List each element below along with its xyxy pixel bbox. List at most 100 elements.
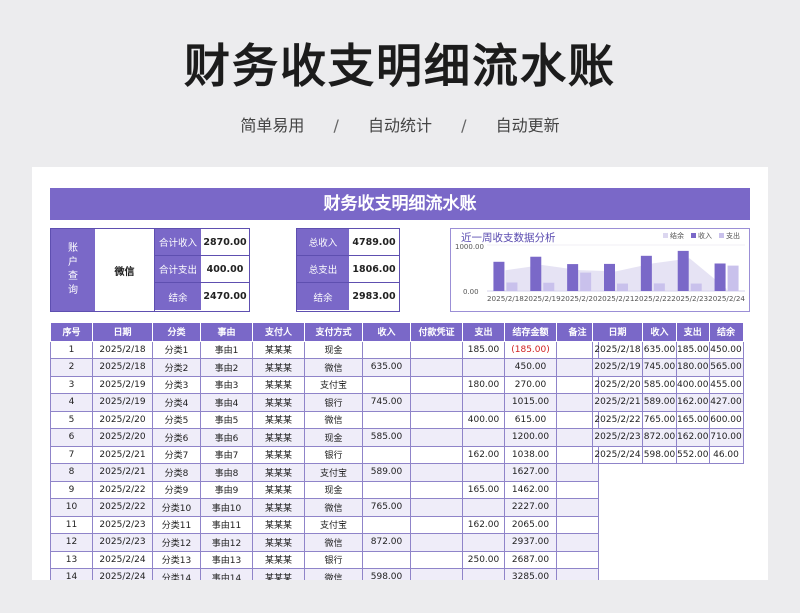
table-cell[interactable]: 8	[50, 463, 93, 482]
table-cell[interactable]: 微信	[304, 358, 363, 377]
table-row[interactable]: 6 2025/2/20 分类6 事由6 某某某 现金 585.00 1200.00	[50, 428, 599, 447]
table-cell[interactable]: 2025/2/20	[92, 410, 153, 429]
table-row[interactable]: 2025/2/23 872.00 162.00 710.00	[592, 428, 744, 447]
table-cell[interactable]: 事由11	[200, 515, 253, 534]
table-row[interactable]: 10 2025/2/22 分类10 事由10 某某某 微信 765.00 2227.00	[50, 498, 599, 517]
table-cell[interactable]: 现金	[304, 428, 363, 447]
table-cell[interactable]: 2025/2/24	[92, 550, 153, 569]
table-cell[interactable]: 某某某	[252, 515, 305, 534]
table-cell[interactable]: 4	[50, 393, 93, 412]
table-cell[interactable]: 2	[50, 358, 93, 377]
table-row[interactable]: 3 2025/2/19 分类3 事由3 某某某 支付宝 180.00 270.00	[50, 375, 599, 394]
table-cell[interactable]: 分类13	[152, 550, 201, 569]
table-cell[interactable]: 分类7	[152, 445, 201, 464]
table-cell[interactable]: 某某某	[252, 533, 305, 552]
table-cell[interactable]	[462, 358, 505, 377]
table-cell[interactable]: 2065.00	[504, 515, 557, 534]
table-cell[interactable]: 分类9	[152, 480, 201, 499]
table-cell[interactable]: 2025/2/23	[592, 428, 643, 447]
table-cell[interactable]: 2025/2/21	[592, 393, 643, 412]
table-cell[interactable]: 455.00	[708, 375, 744, 394]
table-cell[interactable]: 某某某	[252, 410, 305, 429]
table-cell[interactable]: 微信	[304, 533, 363, 552]
table-cell[interactable]	[556, 515, 599, 534]
table-cell[interactable]: 现金	[304, 480, 363, 499]
table-cell[interactable]: (185.00)	[504, 340, 557, 359]
table-cell[interactable]: 1200.00	[504, 428, 557, 447]
table-cell[interactable]: 某某某	[252, 480, 305, 499]
table-cell[interactable]: 450.00	[504, 358, 557, 377]
table-row[interactable]: 9 2025/2/22 分类9 事由9 某某某 现金 165.00 1462.00	[50, 480, 599, 499]
table-cell[interactable]: 162.00	[676, 393, 710, 412]
table-cell[interactable]: 552.00	[676, 445, 710, 464]
table-cell[interactable]: 分类2	[152, 358, 201, 377]
table-cell[interactable]: 2025/2/21	[92, 463, 153, 482]
table-cell[interactable]: 1038.00	[504, 445, 557, 464]
table-cell[interactable]: 2025/2/23	[92, 533, 153, 552]
table-cell[interactable]: 银行	[304, 550, 363, 569]
table-cell[interactable]: 2025/2/18	[92, 340, 153, 359]
table-row[interactable]: 14 2025/2/24 分类14 事由14 某某某 微信 598.00 3285.00	[50, 568, 599, 580]
table-cell[interactable]: 分类10	[152, 498, 201, 517]
table-cell[interactable]: 2025/2/20	[92, 428, 153, 447]
table-cell[interactable]: 2025/2/21	[92, 445, 153, 464]
table-cell[interactable]	[556, 480, 599, 499]
table-cell[interactable]: 10	[50, 498, 93, 517]
table-cell[interactable]: 事由14	[200, 568, 253, 580]
table-cell[interactable]	[410, 568, 463, 580]
table-row[interactable]: 2 2025/2/18 分类2 事由2 某某某 微信 635.00 450.00	[50, 358, 599, 377]
table-cell[interactable]: 事由2	[200, 358, 253, 377]
table-cell[interactable]: 分类1	[152, 340, 201, 359]
table-cell[interactable]: 589.00	[642, 393, 677, 412]
table-cell[interactable]	[362, 515, 411, 534]
table-cell[interactable]: 598.00	[362, 568, 411, 580]
table-cell[interactable]	[362, 410, 411, 429]
table-cell[interactable]	[362, 480, 411, 499]
table-cell[interactable]: 2025/2/18	[92, 358, 153, 377]
table-cell[interactable]: 2025/2/22	[92, 480, 153, 499]
table-cell[interactable]: 事由6	[200, 428, 253, 447]
table-cell[interactable]	[410, 445, 463, 464]
table-cell[interactable]: 3	[50, 375, 93, 394]
table-cell[interactable]: 银行	[304, 445, 363, 464]
table-cell[interactable]	[410, 358, 463, 377]
table-cell[interactable]: 765.00	[642, 410, 677, 429]
table-cell[interactable]: 事由9	[200, 480, 253, 499]
table-cell[interactable]: 事由7	[200, 445, 253, 464]
table-cell[interactable]: 某某某	[252, 340, 305, 359]
table-cell[interactable]: 14	[50, 568, 93, 580]
table-cell[interactable]: 某某某	[252, 568, 305, 580]
table-cell[interactable]	[462, 568, 505, 580]
table-cell[interactable]: 1	[50, 340, 93, 359]
table-cell[interactable]: 162.00	[462, 445, 505, 464]
table-cell[interactable]: 3285.00	[504, 568, 557, 580]
table-cell[interactable]	[362, 550, 411, 569]
table-cell[interactable]: 现金	[304, 340, 363, 359]
table-cell[interactable]: 13	[50, 550, 93, 569]
table-cell[interactable]: 2025/2/20	[592, 375, 643, 394]
table-cell[interactable]: 11	[50, 515, 93, 534]
table-cell[interactable]: 710.00	[708, 428, 744, 447]
table-cell[interactable]: 450.00	[708, 340, 744, 359]
table-cell[interactable]: 5	[50, 410, 93, 429]
table-cell[interactable]	[362, 340, 411, 359]
table-cell[interactable]: 2025/2/19	[92, 375, 153, 394]
table-cell[interactable]: 事由3	[200, 375, 253, 394]
table-cell[interactable]: 事由13	[200, 550, 253, 569]
table-cell[interactable]: 事由1	[200, 340, 253, 359]
table-cell[interactable]: 589.00	[362, 463, 411, 482]
table-cell[interactable]: 270.00	[504, 375, 557, 394]
table-row[interactable]: 2025/2/21 589.00 162.00 427.00	[592, 393, 744, 412]
table-cell[interactable]: 2687.00	[504, 550, 557, 569]
table-cell[interactable]: 600.00	[708, 410, 744, 429]
table-cell[interactable]: 分类11	[152, 515, 201, 534]
table-cell[interactable]	[410, 340, 463, 359]
table-cell[interactable]: 微信	[304, 498, 363, 517]
table-cell[interactable]: 2025/2/23	[92, 515, 153, 534]
account-name-cell[interactable]: 微信	[95, 229, 155, 311]
table-row[interactable]: 2025/2/24 598.00 552.00 46.00	[592, 445, 744, 464]
table-row[interactable]: 1 2025/2/18 分类1 事由1 某某某 现金 185.00 (185.00)	[50, 340, 599, 359]
table-cell[interactable]	[556, 568, 599, 580]
table-cell[interactable]: 事由4	[200, 393, 253, 412]
table-row[interactable]: 2025/2/18 635.00 185.00 450.00	[592, 340, 744, 359]
